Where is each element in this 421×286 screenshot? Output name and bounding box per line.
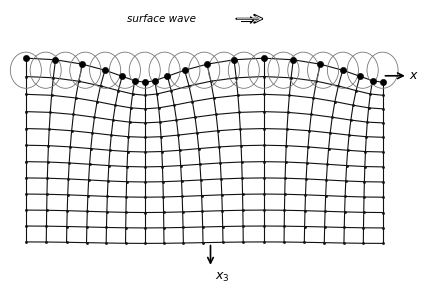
Text: $x_3$: $x_3$: [215, 271, 229, 283]
Text: x: x: [410, 69, 417, 82]
Text: surface wave: surface wave: [127, 14, 196, 24]
Text: $\Rightarrow$: $\Rightarrow$: [236, 10, 256, 28]
